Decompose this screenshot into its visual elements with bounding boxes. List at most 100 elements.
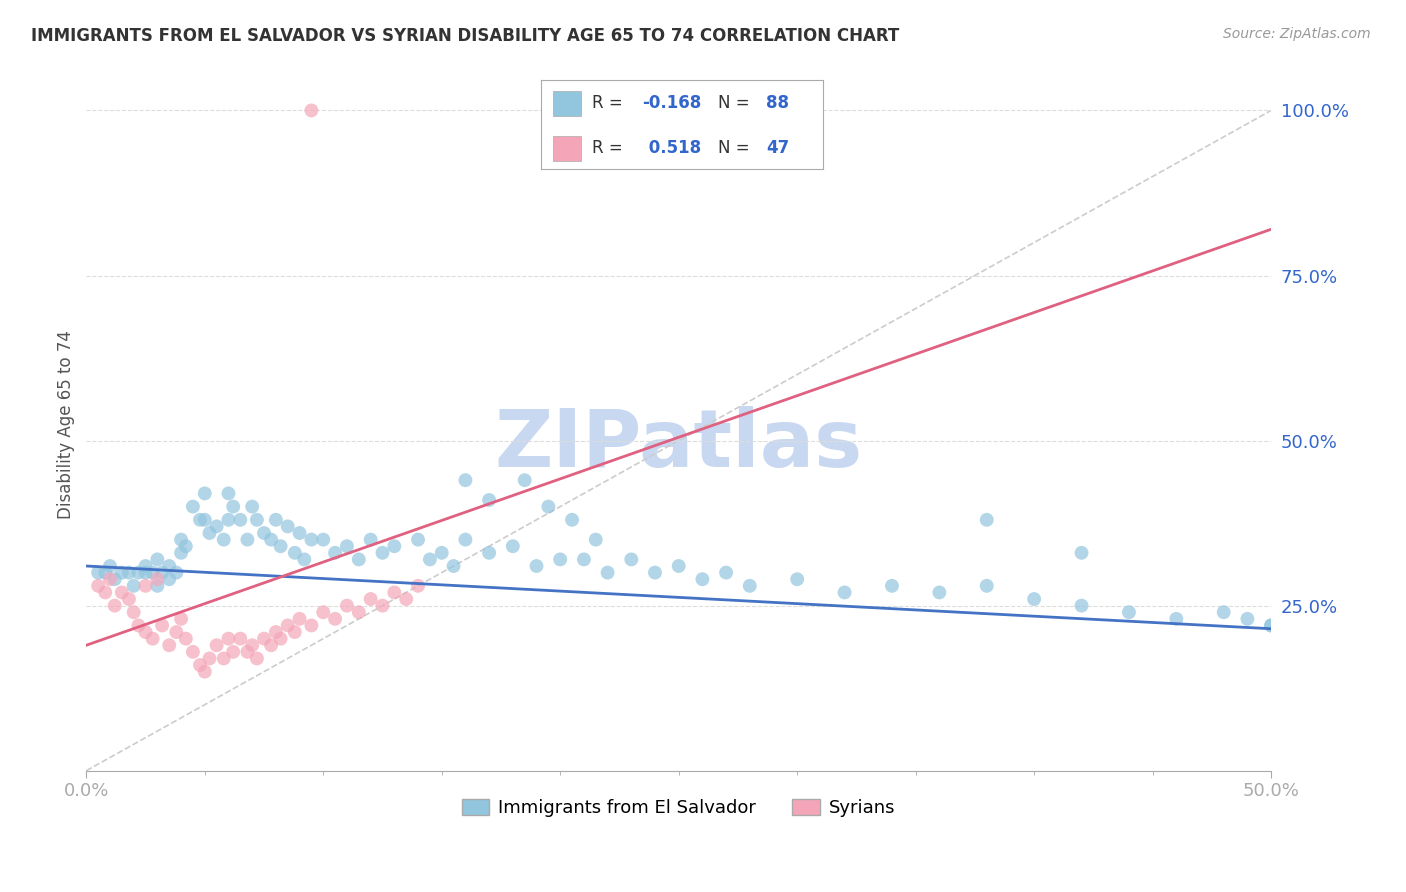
Point [692,572,714,586]
Point [181,500,204,514]
Text: -0.168: -0.168 [643,95,702,112]
Point [194,665,217,679]
Point [87,566,110,580]
Point [395,592,418,607]
Point [347,605,370,619]
Text: 47: 47 [766,139,790,157]
Point [572,552,595,566]
Point [288,526,311,541]
Point [217,486,239,500]
Point [127,566,149,580]
Point [181,645,204,659]
Point [212,651,235,665]
Point [174,539,197,553]
Point [122,579,145,593]
Point [217,632,239,646]
Point [142,566,165,580]
Point [596,566,619,580]
Point [526,559,548,574]
Point [382,585,405,599]
Point [323,612,346,626]
Point [98,572,121,586]
Point [561,513,583,527]
Point [323,546,346,560]
Point [976,513,998,527]
Point [454,473,477,487]
Text: R =: R = [592,95,628,112]
Point [118,592,141,607]
Point [194,486,217,500]
Point [1118,605,1140,619]
Point [240,500,263,514]
Point [537,500,560,514]
Point [406,579,429,593]
Point [229,513,252,527]
Point [382,539,405,553]
Point [94,566,117,580]
Point [194,513,217,527]
Point [454,533,477,547]
Point [157,559,180,574]
Point [299,618,322,632]
Point [277,519,299,533]
Point [188,658,211,673]
Point [478,546,501,560]
Point [1166,612,1188,626]
Text: IMMIGRANTS FROM EL SALVADOR VS SYRIAN DISABILITY AGE 65 TO 74 CORRELATION CHART: IMMIGRANTS FROM EL SALVADOR VS SYRIAN DI… [31,27,900,45]
Point [264,513,287,527]
Text: Source: ZipAtlas.com: Source: ZipAtlas.com [1223,27,1371,41]
Point [299,103,322,118]
Point [135,625,157,640]
Point [217,513,239,527]
Point [312,533,335,547]
Point [142,632,165,646]
Point [644,566,666,580]
Point [347,552,370,566]
Point [284,625,307,640]
Point [260,638,283,652]
Point [406,533,429,547]
Legend: Immigrants from El Salvador, Syrians: Immigrants from El Salvador, Syrians [456,791,903,824]
Point [834,585,856,599]
Point [419,552,441,566]
Point [127,618,149,632]
Point [270,632,292,646]
Point [1260,618,1282,632]
Point [104,572,127,586]
Point [714,566,737,580]
Point [312,605,335,619]
Point [118,566,141,580]
Point [236,533,259,547]
Point [502,539,524,553]
Point [236,645,259,659]
Point [146,572,169,586]
Point [222,645,245,659]
Point [1260,618,1282,632]
Point [976,579,998,593]
Point [786,572,808,586]
Point [336,599,359,613]
Point [1212,605,1234,619]
Point [738,579,761,593]
Text: N =: N = [718,139,755,157]
Point [246,651,269,665]
Point [270,539,292,553]
Point [360,533,382,547]
Point [146,579,169,593]
Point [1070,546,1092,560]
Point [150,618,173,632]
Point [170,546,193,560]
Point [94,585,117,599]
Point [260,533,283,547]
FancyBboxPatch shape [553,91,581,116]
Point [288,612,311,626]
Point [157,638,180,652]
Point [135,559,157,574]
Point [240,638,263,652]
Point [585,533,607,547]
Text: N =: N = [718,95,755,112]
Point [299,533,322,547]
Point [122,605,145,619]
Point [150,566,173,580]
Point [205,519,228,533]
